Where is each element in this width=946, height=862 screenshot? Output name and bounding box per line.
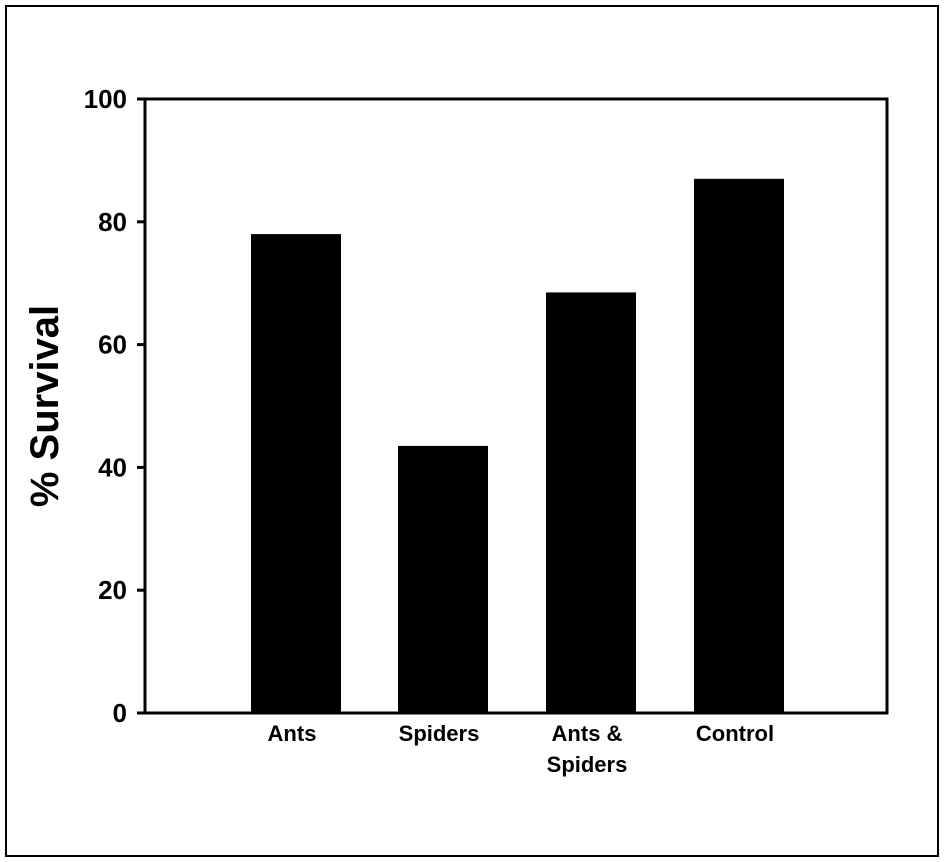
bar (398, 445, 488, 713)
x-category-label: Control (696, 721, 774, 746)
y-tick-label: 60 (98, 330, 127, 360)
y-tick-label: 40 (98, 452, 127, 482)
y-tick-label: 20 (98, 575, 127, 605)
bar (694, 178, 784, 713)
x-category-label: Spiders (547, 752, 628, 777)
plot-area-border (143, 97, 889, 715)
y-tick-label: 80 (98, 207, 127, 237)
y-axis-title: % Survival (23, 305, 67, 507)
x-category-label: Ants & (552, 721, 623, 746)
y-tick-label: 0 (113, 698, 127, 728)
x-category-label: Ants (268, 721, 317, 746)
bar (251, 234, 341, 713)
y-tick-label: 100 (84, 84, 127, 114)
bar (546, 292, 636, 713)
x-category-label: Spiders (399, 721, 480, 746)
